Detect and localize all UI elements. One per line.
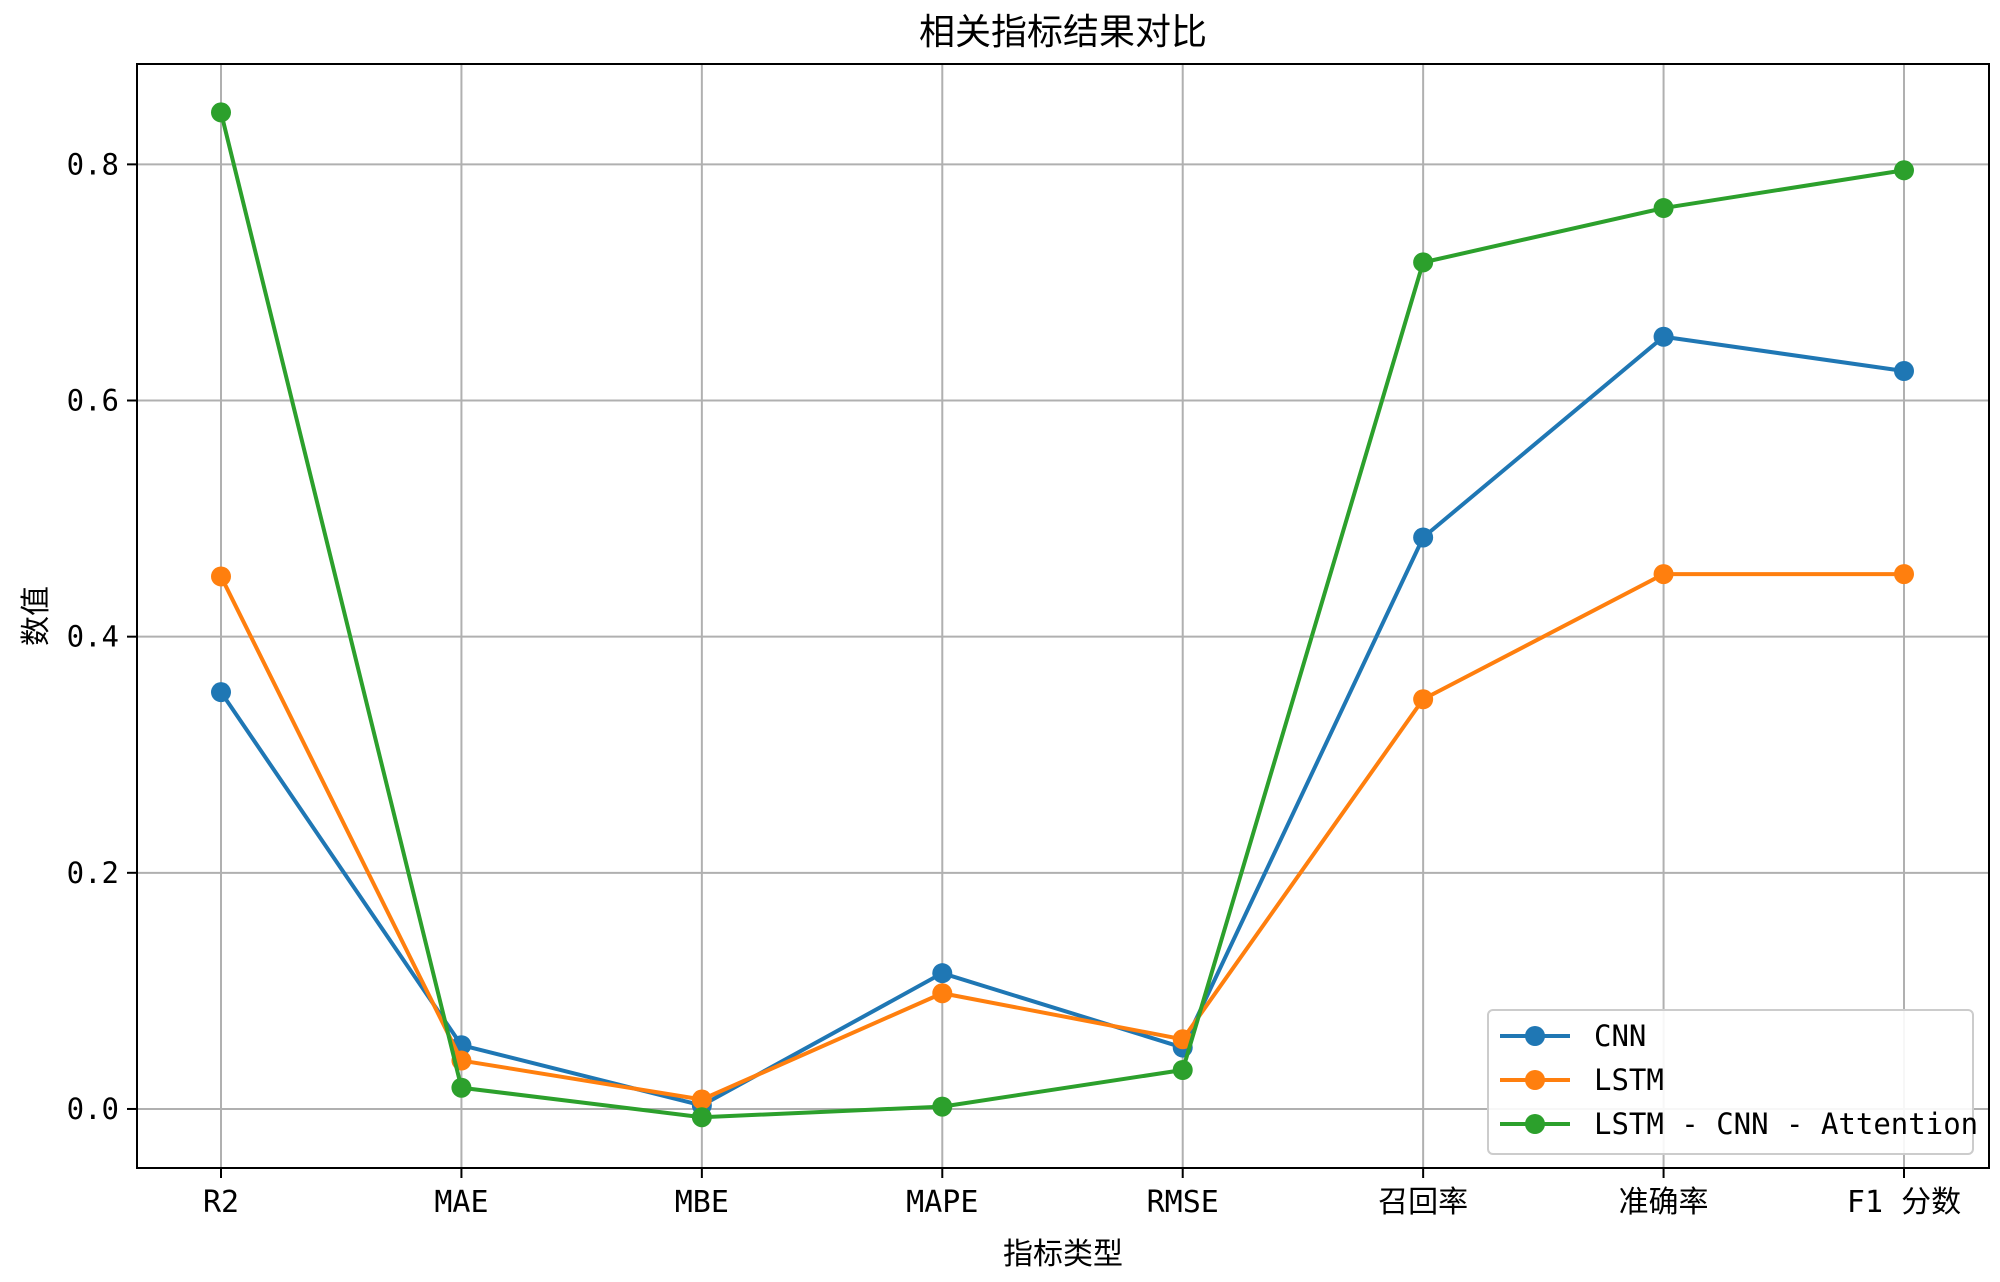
x-tick-label: 准确率 (1619, 1185, 1709, 1220)
series-line (219, 111, 1905, 1120)
y-tick-label: 0.2 (67, 856, 119, 890)
chart-title: 相关指标结果对比 (919, 12, 1207, 53)
data-point (932, 983, 953, 1004)
legend-item: CNN (1500, 1019, 1646, 1053)
data-point (211, 102, 231, 123)
x-tick-label: F1 分数 (1847, 1185, 1961, 1220)
data-point (1894, 160, 1914, 181)
data-point (1172, 1059, 1193, 1080)
data-point (211, 682, 231, 703)
grid-lines (137, 64, 1989, 1168)
legend-item: LSTM (1500, 1063, 1664, 1097)
data-point (1413, 252, 1434, 273)
legend-marker (1525, 1026, 1545, 1046)
x-tick-label: MBE (675, 1185, 729, 1220)
y-tick-label: 0.0 (67, 1092, 119, 1126)
x-tick-label: 召回率 (1378, 1185, 1468, 1220)
y-tick-label: 0.8 (67, 147, 119, 181)
data-point (691, 1107, 712, 1128)
series-2 (211, 564, 1914, 1110)
data-point (932, 1096, 953, 1117)
x-tick-label: RMSE (1147, 1185, 1219, 1220)
plot-frame (136, 63, 1990, 1169)
legend-label: CNN (1594, 1019, 1646, 1053)
legend-label: LSTM (1594, 1063, 1664, 1097)
data-point (1653, 326, 1674, 347)
data-point (1653, 564, 1674, 585)
x-tick-label: R2 (203, 1185, 239, 1220)
y-axis-label: 数值 (19, 586, 54, 646)
data-point (451, 1077, 472, 1098)
data-point (1413, 527, 1434, 548)
data-point (932, 963, 953, 984)
x-tick-label: MAPE (906, 1185, 978, 1220)
y-tick-label: 0.4 (67, 620, 119, 654)
legend: CNN LSTM LSTM - CNN - Attention (1487, 1009, 1978, 1155)
data-point (1894, 360, 1914, 381)
legend-box (1487, 1009, 1974, 1155)
x-axis-label: 指标类型 (1003, 1237, 1123, 1272)
data-point (1172, 1029, 1193, 1050)
data-point (1653, 198, 1674, 219)
y-tick-label: 0.6 (67, 384, 119, 418)
legend-marker (1525, 1070, 1545, 1090)
legend-label: LSTM - CNN - Attention (1594, 1107, 1978, 1141)
data-point (211, 566, 231, 587)
legend-item: LSTM - CNN - Attention (1500, 1107, 1978, 1141)
data-point (1413, 689, 1434, 710)
data-point (691, 1089, 712, 1110)
x-axis-ticks: R2 MAE MBE MAPE RMSE 召回率 准确率 F1 分数 (203, 1168, 1961, 1220)
legend-marker (1525, 1114, 1545, 1134)
y-axis-ticks: 0.0 0.2 0.4 0.6 0.8 (67, 147, 137, 1126)
series-line (219, 334, 1905, 1108)
series-group (211, 102, 1914, 1128)
series-3 (211, 102, 1914, 1128)
data-point (1894, 564, 1914, 585)
x-tick-label: MAE (434, 1185, 488, 1220)
series-line (219, 572, 1904, 1102)
